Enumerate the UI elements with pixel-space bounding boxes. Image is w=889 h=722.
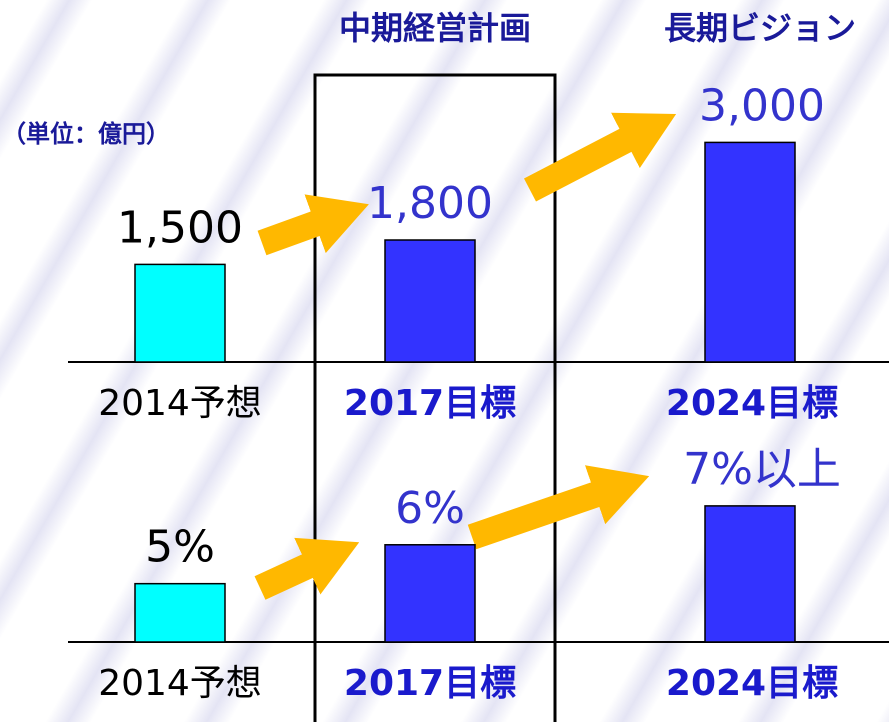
- arrows: [254, 112, 677, 600]
- bar: [384, 239, 476, 363]
- category-label: 2017目標: [344, 383, 516, 424]
- header: 中期経営計画: [339, 9, 531, 47]
- category-label: 2017目標: [344, 663, 516, 704]
- value-label: 6%: [395, 483, 465, 534]
- arrow: [254, 537, 360, 600]
- arrow: [257, 194, 369, 256]
- bar: [134, 582, 226, 643]
- value-label: 1,800: [367, 178, 493, 229]
- unit-label: （単位：億円）: [2, 120, 170, 148]
- value-label: 5%: [145, 522, 215, 573]
- arrow: [467, 465, 650, 550]
- category-label: 2024目標: [666, 383, 838, 424]
- bar: [704, 505, 796, 643]
- category-label: 2014予想: [98, 383, 262, 424]
- plan-box: [313, 73, 557, 722]
- value-label: 7%以上: [683, 444, 841, 495]
- arrow: [524, 112, 677, 202]
- bar: [704, 141, 796, 363]
- value-label: 1,500: [117, 202, 243, 253]
- category-label: 2014予想: [98, 663, 262, 704]
- bar: [134, 263, 226, 363]
- category-label: 2024目標: [666, 663, 838, 704]
- value-label: 3,000: [699, 80, 825, 131]
- header: 長期ビジョン: [664, 9, 856, 47]
- bar: [384, 544, 476, 643]
